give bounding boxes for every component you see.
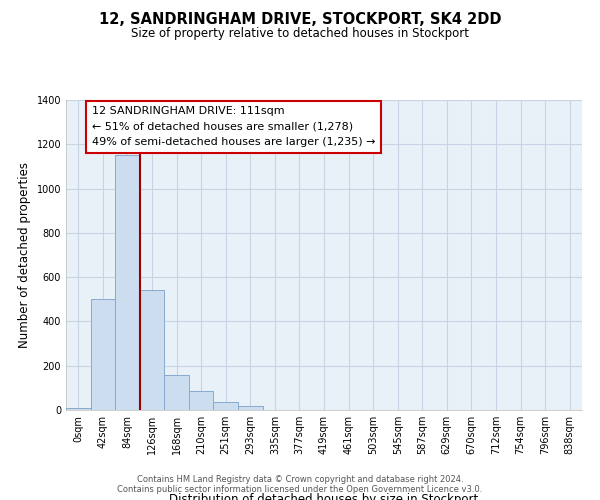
Bar [91, 300, 115, 410]
Bar [214, 402, 238, 410]
Text: Contains public sector information licensed under the Open Government Licence v3: Contains public sector information licen… [118, 484, 482, 494]
Bar [140, 290, 164, 410]
Bar [164, 374, 189, 410]
Text: Contains HM Land Registry data © Crown copyright and database right 2024.: Contains HM Land Registry data © Crown c… [137, 475, 463, 484]
Bar [238, 406, 263, 410]
Text: 12, SANDRINGHAM DRIVE, STOCKPORT, SK4 2DD: 12, SANDRINGHAM DRIVE, STOCKPORT, SK4 2D… [99, 12, 501, 28]
Y-axis label: Number of detached properties: Number of detached properties [18, 162, 31, 348]
Bar [66, 408, 91, 410]
Text: 12 SANDRINGHAM DRIVE: 111sqm
← 51% of detached houses are smaller (1,278)
49% of: 12 SANDRINGHAM DRIVE: 111sqm ← 51% of de… [92, 106, 376, 148]
Bar [115, 156, 140, 410]
Text: Size of property relative to detached houses in Stockport: Size of property relative to detached ho… [131, 28, 469, 40]
X-axis label: Distribution of detached houses by size in Stockport: Distribution of detached houses by size … [169, 493, 479, 500]
Bar [189, 391, 214, 410]
